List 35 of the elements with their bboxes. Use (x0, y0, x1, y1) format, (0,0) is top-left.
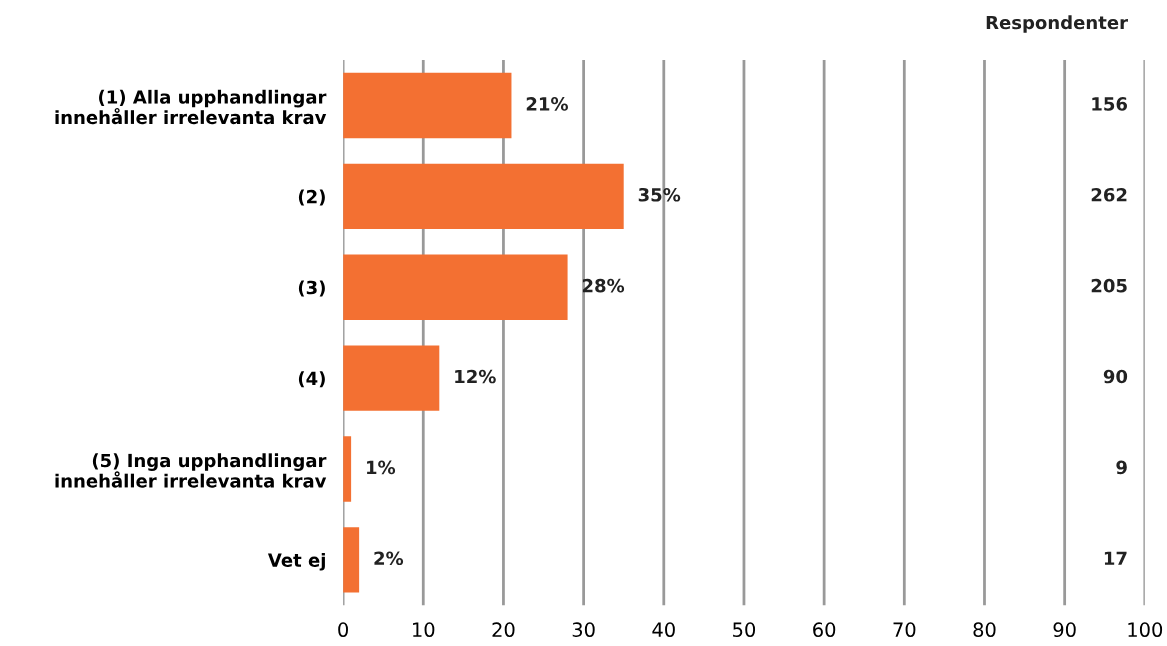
x-tick-label: 70 (893, 622, 916, 638)
y-tick-label: (1) Alla upphandlingar innehåller irrelevanta krav (55, 89, 327, 125)
annotation: 156 (1092, 97, 1128, 111)
y-tick-label: (5) Inga upphandlingar innehåller irrelevanta krav (55, 453, 327, 488)
x-tick-label: 30 (572, 622, 595, 638)
bar (343, 527, 360, 593)
x-tick-label: 50 (733, 622, 756, 638)
x-tick-label: 60 (813, 622, 836, 638)
y-tick-label: (4) (298, 371, 325, 388)
annotation: 9 (1116, 460, 1127, 475)
bar (343, 345, 440, 411)
data-label: 12% (455, 369, 496, 384)
data-label: 35% (638, 187, 681, 202)
annotation: 17 (1104, 551, 1127, 565)
x-tick-label: 80 (973, 622, 996, 638)
bar (343, 254, 568, 320)
x-tick-label: 10 (413, 622, 435, 638)
annotation: 90 (1103, 369, 1128, 384)
x-tick-label: 0 (338, 622, 348, 638)
annotation: 262 (1091, 187, 1127, 202)
y-tick-label: (3) (298, 280, 325, 297)
y-tick-label: (2) (298, 189, 325, 206)
y-tick-label: Vet ej (267, 553, 325, 571)
bar (343, 163, 624, 230)
annotation: 205 (1091, 278, 1127, 293)
data-label: 28% (582, 278, 625, 293)
x-tick-label: 20 (492, 622, 515, 638)
data-label: 2% (374, 551, 404, 566)
text: Respondenter (986, 15, 1128, 33)
data-label: 1% (367, 460, 396, 475)
bar (343, 72, 512, 139)
x-tick-label: 90 (1053, 622, 1076, 638)
data-label: 21% (526, 97, 568, 111)
x-tick-label: 40 (652, 622, 675, 638)
x-tick-label: 100 (1128, 622, 1163, 638)
